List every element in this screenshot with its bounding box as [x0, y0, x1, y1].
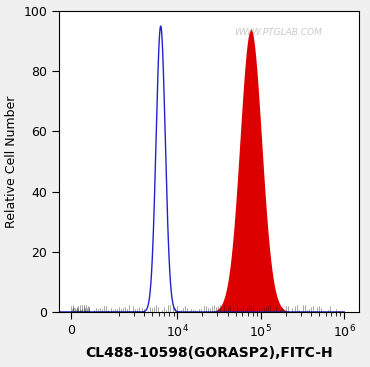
Y-axis label: Relative Cell Number: Relative Cell Number — [5, 95, 18, 228]
X-axis label: CL488-10598(GORASP2),FITC-H: CL488-10598(GORASP2),FITC-H — [85, 346, 333, 360]
Text: WWW.PTGLAB.COM: WWW.PTGLAB.COM — [234, 28, 322, 37]
